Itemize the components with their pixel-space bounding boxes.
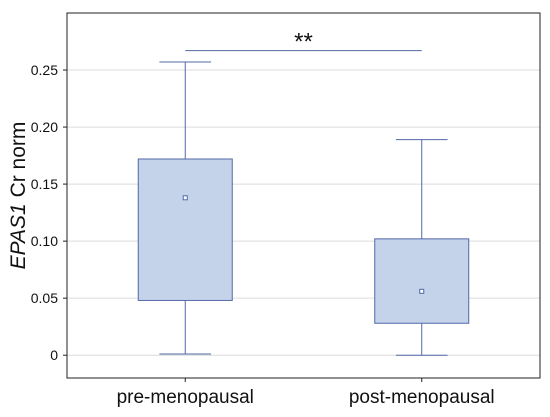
x-category-label: pre-menopausal [117, 387, 254, 408]
box-pre-menopausal [137, 61, 233, 355]
y-axis-ticks: 0 0.05 0.10 0.15 0.20 0.25 [31, 62, 67, 363]
median-marker [419, 288, 425, 294]
x-category-label: post-menopausal [349, 387, 495, 408]
interquartile-box [137, 158, 233, 301]
interquartile-box [374, 238, 470, 324]
y-tick-label: 0.15 [31, 176, 58, 192]
y-axis-title: EPAS1 Cr norm [7, 122, 30, 270]
y-tick-label: 0.10 [31, 233, 58, 249]
x-axis-categories: pre-menopausal post-menopausal [117, 378, 495, 408]
median-marker [182, 195, 188, 201]
plot-area-frame [66, 12, 541, 379]
significance-label: ** [294, 29, 313, 56]
y-tick-label: 0 [50, 347, 58, 363]
significance-annotation: ** [185, 29, 422, 56]
y-tick-label: 0.25 [31, 62, 58, 78]
y-axis-title-italic: EPAS1 [7, 203, 30, 269]
y-axis-title-rest: Cr norm [7, 122, 30, 204]
y-tick-label: 0.20 [31, 119, 58, 135]
box-post-menopausal [374, 139, 470, 356]
box-series [137, 61, 470, 356]
y-tick-label: 0.05 [31, 290, 58, 306]
